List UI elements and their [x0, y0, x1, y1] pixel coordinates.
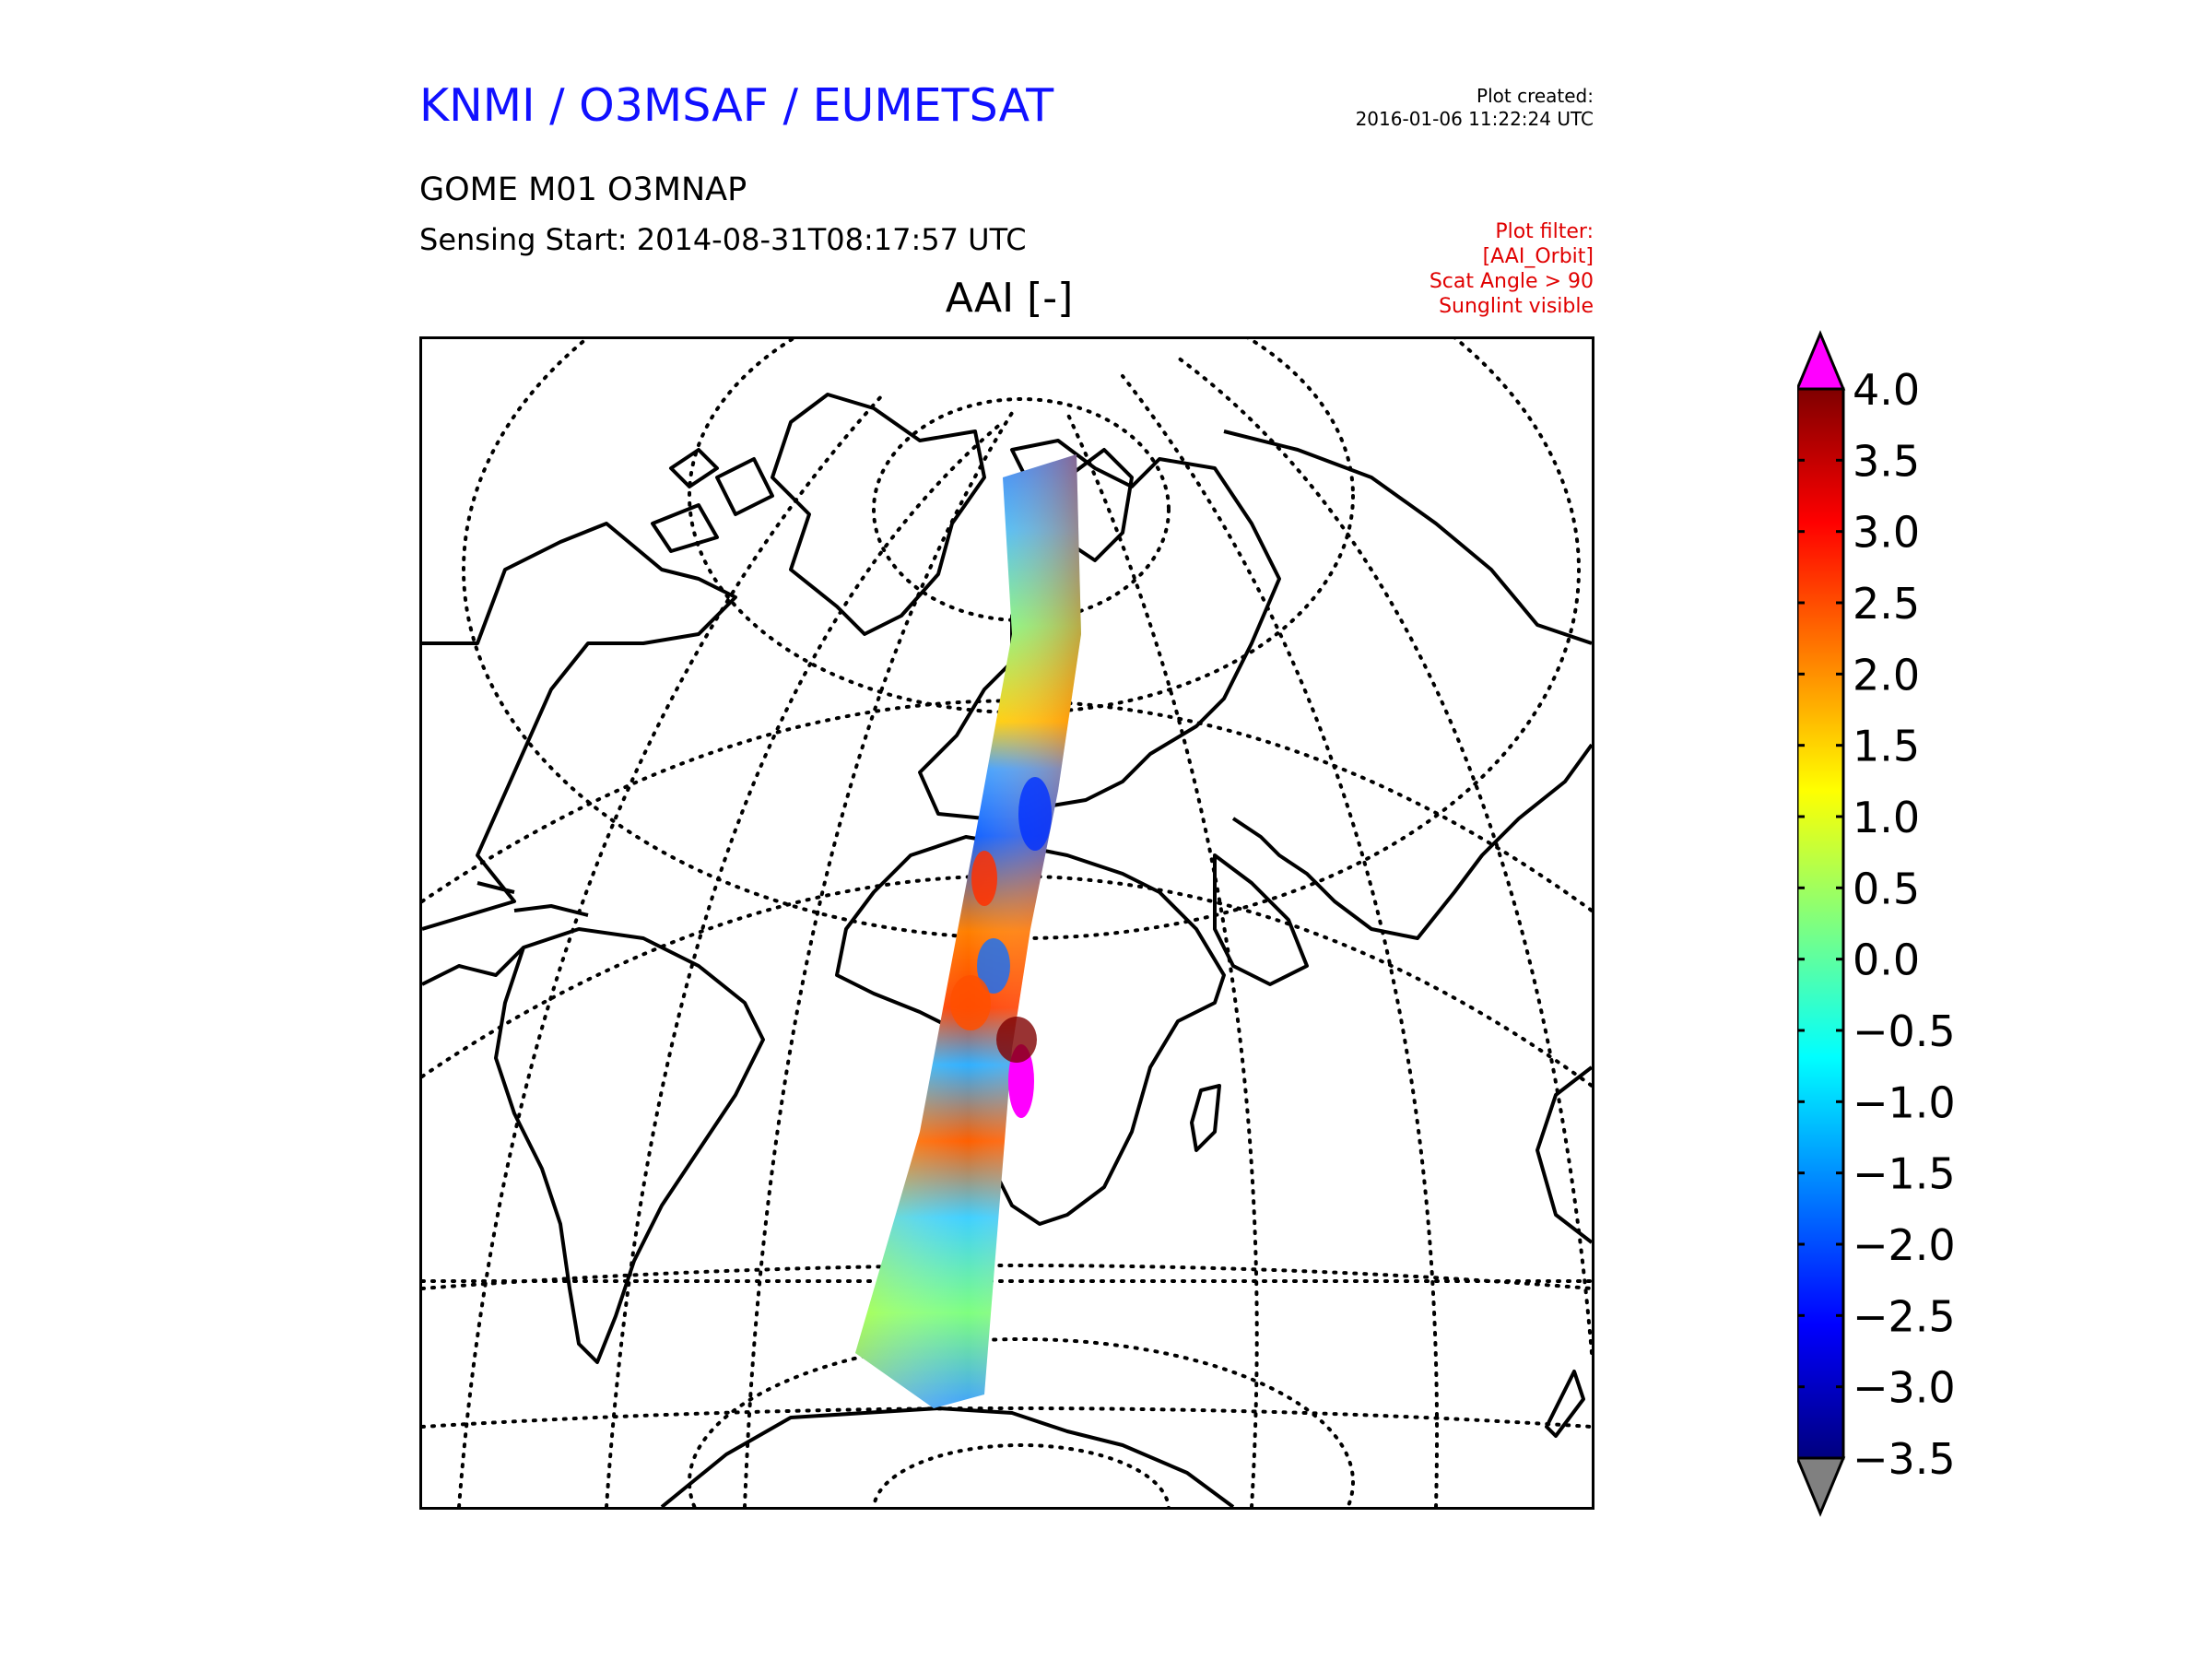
coastline-asia — [1223, 429, 1592, 940]
colorbar-tick-label: −3.0 — [1853, 1363, 1956, 1413]
sensing-start: Sensing Start: 2014-08-31T08:17:57 UTC — [419, 222, 1027, 257]
coastline-south-america — [494, 927, 765, 1364]
coastline-arabia — [1213, 853, 1309, 986]
plot-filter-line: [AAI_Orbit] — [1482, 245, 1594, 268]
graticule-line — [1065, 411, 1259, 1507]
colorbar-tick-label: 2.0 — [1853, 650, 1920, 700]
aai-swath-high-region — [950, 975, 991, 1030]
colorbar-tick-label: −2.0 — [1853, 1220, 1956, 1270]
graticule-line — [462, 339, 1581, 940]
colorbar-tick-label: 3.0 — [1853, 508, 1920, 558]
coastline-greenland — [771, 393, 986, 636]
colorbar-body — [1797, 387, 1845, 1460]
plot-filter-line: Sunglint visible — [1439, 295, 1594, 318]
coastline-north-america — [422, 522, 737, 931]
map-frame — [419, 336, 1594, 1510]
coastline-antarctica — [660, 1406, 1235, 1507]
plot-filter-line: Scat Angle > 90 — [1429, 270, 1594, 293]
graticule-line — [743, 411, 1014, 1507]
plot-filter: Plot filter: [AAI_Orbit] Scat Angle > 90… — [1430, 219, 1594, 319]
aai-swath-hotspot — [1008, 1044, 1034, 1118]
colorbar-tick-label: 1.0 — [1853, 793, 1920, 842]
map-canvas — [422, 339, 1592, 1507]
coastline-arctic-islands — [651, 448, 774, 553]
colorbar-under-triangle — [1797, 1456, 1846, 1517]
organisation-title: KNMI / O3MSAF / EUMETSAT — [419, 79, 1054, 132]
aai-swath-high-region — [971, 851, 997, 906]
colorbar-tick-label: −1.0 — [1853, 1077, 1956, 1127]
graticule-line — [422, 1264, 1592, 1290]
aai-swath-edge-shading — [855, 454, 1081, 1408]
coastline-new-zealand — [1545, 1370, 1585, 1438]
colorbar-tick-label: −1.5 — [1853, 1149, 1956, 1199]
plot-created-info: Plot created: 2016-01-06 11:22:24 UTC — [1356, 85, 1594, 131]
graticule-line — [872, 1443, 1171, 1507]
graticule-line — [1121, 374, 1440, 1507]
colorbar-tick-label: 0.0 — [1853, 935, 1920, 985]
coastline-central-america — [422, 881, 589, 986]
plot-created-label: Plot created: — [1477, 85, 1594, 107]
colorbar-tick-label: 2.5 — [1853, 579, 1920, 629]
coastline-madagascar — [1190, 1084, 1221, 1152]
graticule-line — [688, 1337, 1355, 1507]
graticule-line — [457, 393, 885, 1507]
colorbar-tick-label: −0.5 — [1853, 1006, 1956, 1056]
colorbar-tick-label: 4.0 — [1853, 365, 1920, 415]
aai-swath-low-region — [977, 938, 1010, 994]
aai-swath-low-region — [1018, 777, 1052, 851]
colorbar-tick-label: −3.5 — [1853, 1434, 1956, 1484]
colorbar: 4.0 3.5 3.0 2.5 2.0 1.5 1.0 0.5 0.0 −0.5 −1.0 −1.5 −… — [1797, 330, 1956, 1517]
plot-filter-heading: Plot filter: — [1495, 220, 1594, 243]
graticule-line — [422, 699, 1592, 912]
graticule-line — [422, 874, 1592, 1088]
colorbar-tick-label: 1.5 — [1853, 722, 1920, 771]
coastline-australia — [1535, 1065, 1592, 1244]
colorbar-tick-label: 0.5 — [1853, 864, 1920, 913]
colorbar-ticks: 4.0 3.5 3.0 2.5 2.0 1.5 1.0 0.5 0.0 −0.5 −1.0 −1.5 −… — [1797, 365, 1956, 1484]
coastline-africa — [835, 835, 1226, 1226]
product-name: GOME M01 O3MNAP — [419, 171, 747, 208]
aai-swath-hotspot — [996, 1017, 1037, 1063]
colorbar-tick-label: −2.5 — [1853, 1291, 1956, 1341]
colorbar-over-triangle — [1797, 330, 1846, 391]
coastline-europe — [918, 439, 1281, 820]
aai-swath — [855, 454, 1081, 1408]
map-title: AAI [-] — [945, 275, 1074, 322]
plot-created-time: 2016-01-06 11:22:24 UTC — [1355, 108, 1594, 130]
graticule — [422, 339, 1592, 1507]
colorbar-tick-label: 3.5 — [1853, 436, 1920, 486]
